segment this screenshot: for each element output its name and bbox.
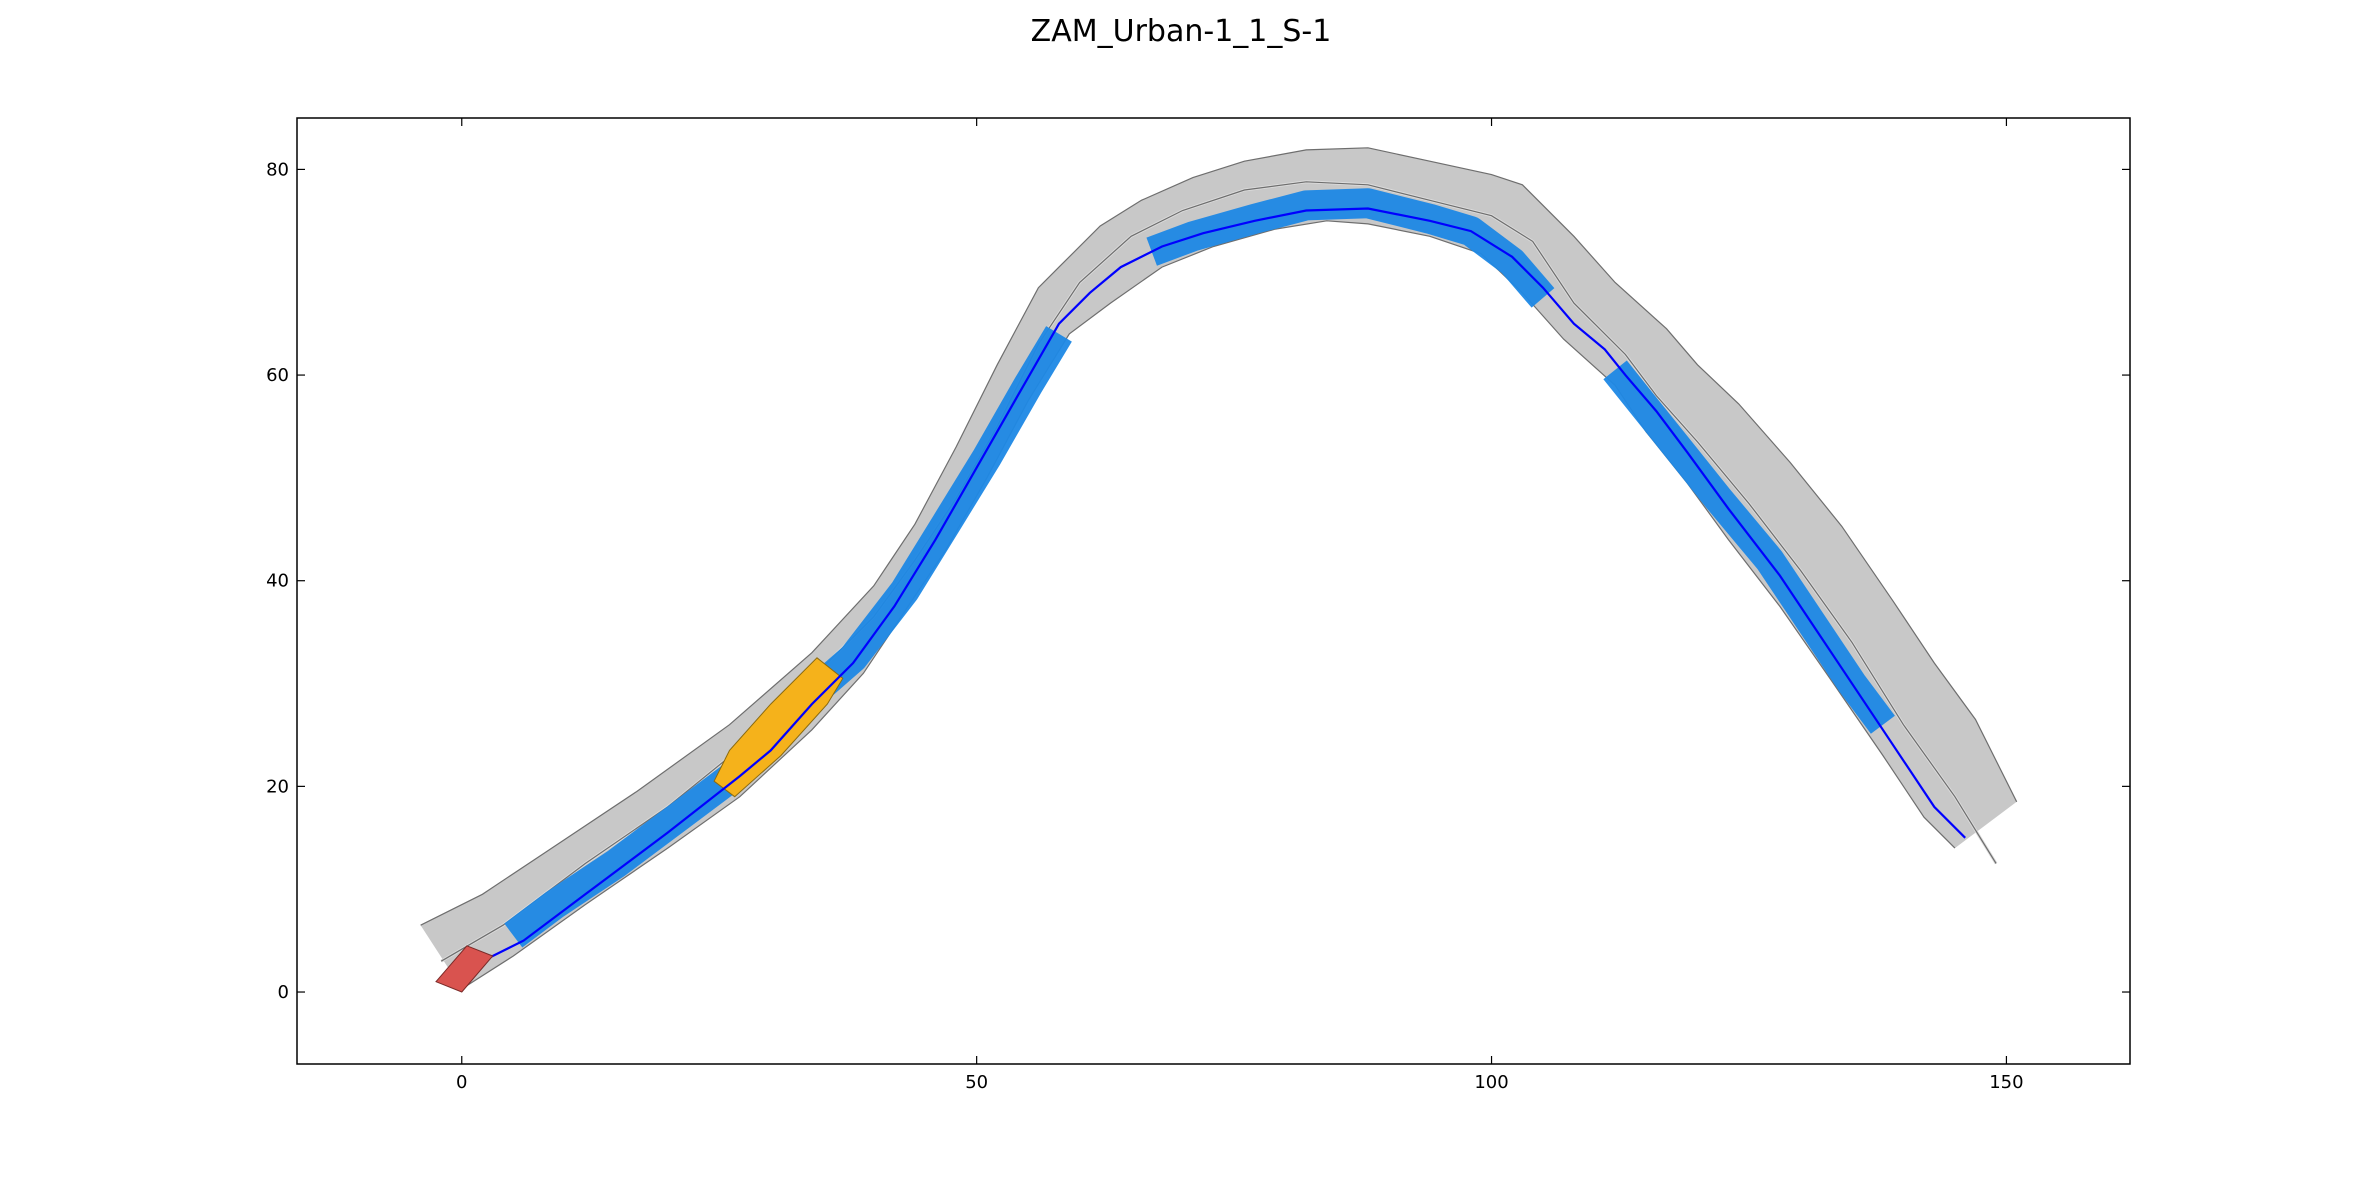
x-tick-label-50: 50 [965, 1072, 988, 1093]
axes-frame [296, 117, 2131, 1065]
road-left-boundary [420, 147, 2018, 926]
y-tick-label-20: 20 [266, 776, 289, 797]
y-tick-label-60: 60 [266, 365, 289, 386]
ego-vehicle [435, 945, 494, 993]
x-tick-label-150: 150 [1989, 1072, 2023, 1093]
obstacle-vehicle [713, 657, 844, 798]
y-tick-label-40: 40 [266, 571, 289, 592]
x-tick-label-0: 0 [456, 1072, 467, 1093]
road-right-boundary [461, 220, 1956, 990]
y-tick-label-80: 80 [266, 159, 289, 180]
tick-layer: 0 50 100 150 0 20 40 60 80 [266, 118, 2130, 1093]
chart-title: ZAM_Urban-1_1_S-1 [1030, 14, 1332, 49]
corridor-segment-2 [802, 326, 1072, 706]
x-tick-label-100: 100 [1474, 1072, 1508, 1093]
planned-path-line [461, 207, 1966, 973]
series-layer [435, 188, 1966, 993]
y-tick-label-0: 0 [278, 982, 289, 1003]
road-surface [420, 147, 2017, 989]
